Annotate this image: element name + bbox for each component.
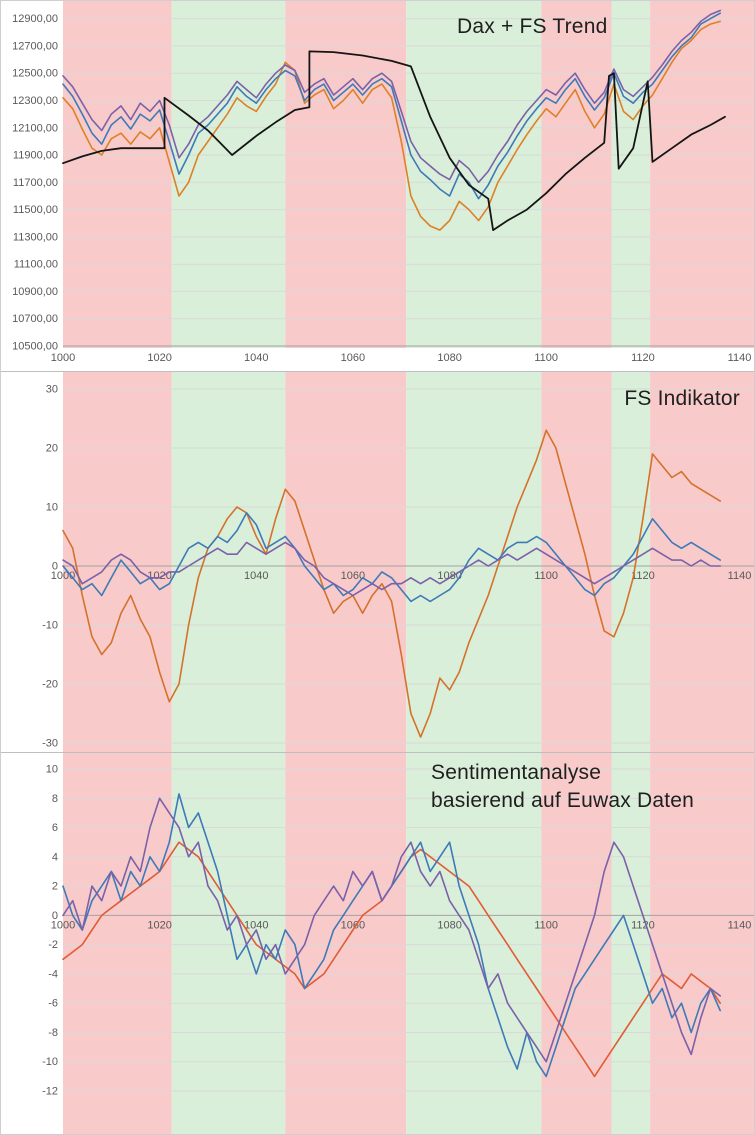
svg-text:1100: 1100 — [534, 570, 558, 582]
svg-text:0: 0 — [52, 910, 58, 922]
svg-text:1060: 1060 — [341, 570, 365, 582]
svg-text:1080: 1080 — [437, 570, 461, 582]
svg-text:1140: 1140 — [728, 919, 752, 931]
svg-text:-30: -30 — [42, 738, 58, 750]
svg-text:1000: 1000 — [51, 352, 75, 364]
svg-text:10900,00: 10900,00 — [12, 286, 58, 298]
svg-text:1000: 1000 — [51, 919, 75, 931]
sentiment-chart: -12 -10 -8 -6 -4 -2 0 2 4 6 8 10 1000 1020 1040 1060 108… — [42, 753, 754, 1134]
svg-text:11700,00: 11700,00 — [13, 177, 58, 189]
svg-text:1120: 1120 — [631, 352, 655, 364]
svg-text:6: 6 — [52, 822, 58, 834]
svg-text:1100: 1100 — [534, 919, 558, 931]
svg-text:1140: 1140 — [728, 570, 752, 582]
svg-text:1040: 1040 — [244, 570, 268, 582]
chart-title-sentiment-line-2: basierend auf Euwax Daten — [431, 789, 694, 813]
panel-fs-indikator: -30 -20 -10 0 10 20 30 1000 1020 1040 1060 1080 1100… — [1, 372, 754, 753]
svg-text:1140: 1140 — [728, 352, 752, 364]
svg-text:1040: 1040 — [244, 352, 268, 364]
svg-text:2: 2 — [52, 881, 58, 893]
svg-text:1020: 1020 — [147, 352, 171, 364]
panel-sentiment: -12 -10 -8 -6 -4 -2 0 2 4 6 8 10 1000 1020 1040 1060 108… — [1, 753, 754, 1134]
dax-fs-trend-chart: 10500,00 10700,00 10900,00 11100,00 11300,00… — [12, 1, 754, 364]
svg-text:1080: 1080 — [437, 919, 461, 931]
svg-text:1060: 1060 — [341, 919, 365, 931]
svg-text:11900,00: 11900,00 — [13, 150, 58, 162]
svg-text:30: 30 — [46, 384, 58, 396]
svg-text:1080: 1080 — [437, 352, 461, 364]
svg-text:-12: -12 — [42, 1086, 58, 1098]
svg-text:20: 20 — [46, 443, 58, 455]
svg-text:10: 10 — [46, 502, 58, 514]
svg-text:12100,00: 12100,00 — [12, 122, 58, 134]
chart-title-sentiment-line-1: Sentimentanalyse — [431, 761, 602, 784]
svg-text:-6: -6 — [48, 998, 58, 1010]
svg-text:-20: -20 — [42, 679, 58, 691]
svg-text:1020: 1020 — [147, 919, 171, 931]
svg-text:-4: -4 — [48, 968, 58, 980]
svg-text:12300,00: 12300,00 — [12, 95, 58, 107]
svg-text:12500,00: 12500,00 — [12, 68, 58, 80]
svg-text:11300,00: 11300,00 — [13, 231, 58, 243]
svg-text:1040: 1040 — [244, 919, 268, 931]
svg-text:11500,00: 11500,00 — [13, 204, 58, 216]
svg-text:10: 10 — [46, 764, 58, 776]
svg-text:12900,00: 12900,00 — [12, 13, 58, 25]
svg-text:-10: -10 — [42, 620, 58, 632]
chart-title-dax-fs-trend: Dax + FS Trend — [457, 15, 608, 38]
svg-text:1060: 1060 — [341, 352, 365, 364]
svg-text:10500,00: 10500,00 — [12, 341, 58, 353]
svg-text:0: 0 — [52, 561, 58, 573]
svg-text:8: 8 — [52, 793, 58, 805]
panel-dax-fs-trend: 10500,00 10700,00 10900,00 11100,00 11300,00… — [1, 1, 754, 372]
svg-text:1120: 1120 — [631, 919, 655, 931]
svg-text:4: 4 — [52, 851, 58, 863]
svg-text:10700,00: 10700,00 — [12, 313, 58, 325]
svg-text:1020: 1020 — [147, 570, 171, 582]
chart-title-fs-indikator: FS Indikator — [624, 387, 740, 410]
chart-title-sentiment: Sentimentanalyse basierend auf Euwax Dat… — [431, 759, 694, 816]
svg-text:-8: -8 — [48, 1027, 58, 1039]
svg-text:12700,00: 12700,00 — [12, 40, 58, 52]
svg-text:-2: -2 — [48, 939, 58, 951]
svg-text:1120: 1120 — [631, 570, 655, 582]
svg-text:11100,00: 11100,00 — [14, 259, 58, 271]
svg-text:-10: -10 — [42, 1056, 58, 1068]
svg-text:1100: 1100 — [534, 352, 558, 364]
